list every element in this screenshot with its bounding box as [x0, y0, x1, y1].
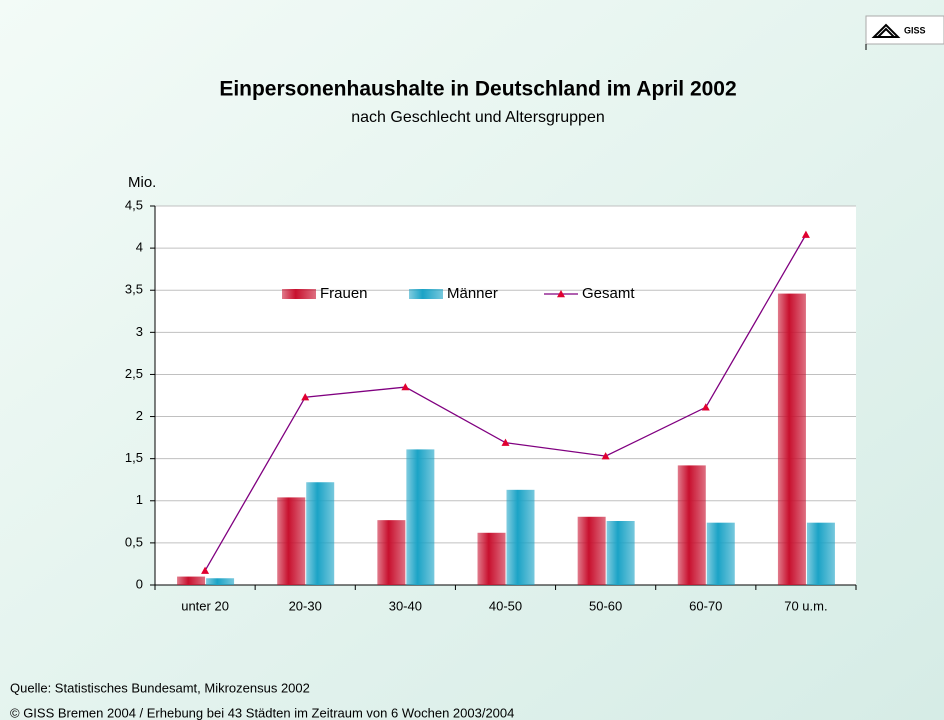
line-marker: [301, 393, 310, 401]
y-tick-label: 0,5: [125, 534, 143, 549]
x-tick-label: 70 u.m.: [784, 598, 827, 613]
source: Quelle: Statistisches Bundesamt, Mikroze…: [10, 680, 310, 695]
x-tick-label: 40-50: [489, 598, 522, 613]
bar: [277, 497, 306, 585]
x-tick-label: 30-40: [389, 598, 422, 613]
legend-label: Männer: [447, 285, 498, 302]
bar: [677, 465, 706, 585]
logo: GISS: [865, 15, 944, 50]
y-tick-label: 3: [136, 324, 143, 339]
logo-box: [865, 15, 944, 45]
chart-subtitle: nach Geschlecht und Altersgruppen: [351, 109, 605, 126]
logo-icon: [871, 23, 901, 38]
line-marker: [701, 403, 710, 411]
line-marker: [401, 383, 410, 391]
y-axis-label: Mio.: [128, 174, 156, 191]
line-marker: [201, 566, 210, 574]
bar: [506, 489, 535, 585]
bar: [477, 532, 506, 585]
bar: [206, 578, 235, 585]
line-marker: [801, 230, 810, 238]
y-tick-label: 4,5: [125, 197, 143, 212]
x-tick-label: 50-60: [589, 598, 622, 613]
bar: [606, 520, 635, 585]
copyright: © GISS Bremen 2004 / Erhebung bei 43 Stä…: [10, 705, 514, 720]
bar: [806, 522, 835, 585]
legend-label: Frauen: [320, 285, 368, 302]
plot: 0 0,5 1 1,5 2 2,5 3 3,5 4 4,5 unter 20 20-30 30-40 40…: [125, 197, 857, 613]
line-marker: [601, 452, 610, 460]
bar: [177, 576, 206, 585]
logo-text: GISS: [904, 25, 926, 35]
legend-marker: [557, 290, 565, 298]
plot-area: [155, 206, 856, 585]
y-tick-label: 4: [136, 240, 143, 255]
x-tick-label: 60-70: [689, 598, 722, 613]
bar: [777, 293, 806, 585]
chart-title: Einpersonenhaushalte in Deutschland im A…: [219, 78, 736, 101]
x-tick-label: unter 20: [181, 598, 229, 613]
x-tick-label: 20-30: [289, 598, 322, 613]
bar: [377, 520, 406, 585]
bar: [577, 516, 606, 585]
line-marker: [501, 438, 510, 446]
legend-label: Gesamt: [582, 285, 635, 302]
y-tick-label: 2: [136, 408, 143, 423]
y-tick-label: 1: [136, 492, 143, 507]
y-tick-label: 0: [136, 576, 143, 591]
bar: [706, 522, 735, 585]
legend-swatch: [409, 289, 443, 299]
y-tick-label: 2,5: [125, 366, 143, 381]
bar: [306, 482, 335, 585]
y-tick-label: 1,5: [125, 450, 143, 465]
legend-swatch: [282, 289, 316, 299]
bar: [406, 449, 435, 585]
y-tick-label: 3,5: [125, 282, 143, 297]
